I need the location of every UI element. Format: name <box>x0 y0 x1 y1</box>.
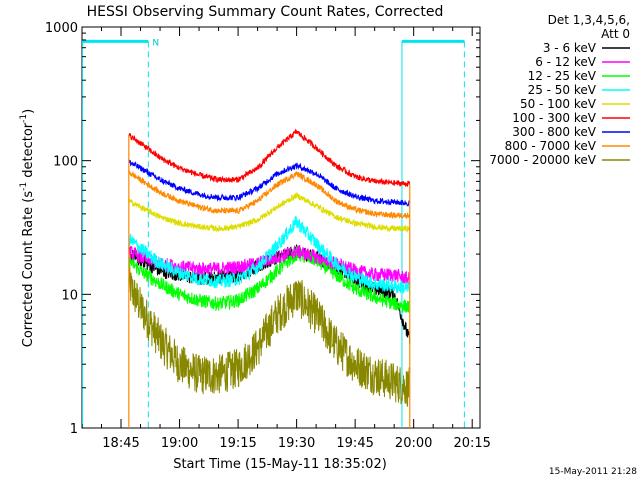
x-tick-label: 20:15 <box>453 436 490 451</box>
legend-header-line-1: Det 1,3,4,5,6, <box>548 13 630 27</box>
series-line <box>128 169 411 220</box>
x-tick-label: 19:45 <box>336 436 373 451</box>
x-axis-ticks: 18:45 19:00 19:15 19:30 19:45 20:00 20:15 <box>81 27 491 451</box>
x-tick-label: 20:00 <box>395 436 432 451</box>
x-tick-label: 19:15 <box>219 436 256 451</box>
legend-item-label: 6 - 12 keV <box>535 55 597 69</box>
legend-item-label: 3 - 6 keV <box>543 41 597 55</box>
x-tick-label: 18:45 <box>102 436 139 451</box>
y-axis-label: Corrected Count Rate (s-1 detector-1) <box>19 109 36 347</box>
legend-item-label: 25 - 50 keV <box>528 83 597 97</box>
legend-item-label: 7000 - 20000 keV <box>489 153 596 167</box>
legend-header-line-2: Att 0 <box>601 27 630 41</box>
series-line <box>128 159 411 207</box>
legend-item-label: 300 - 800 keV <box>512 125 596 139</box>
series-line <box>128 265 411 407</box>
footer-timestamp: 15-May-2011 21:28 <box>549 467 637 477</box>
legend-item-label: 12 - 25 keV <box>528 69 597 83</box>
series-line <box>128 245 411 313</box>
series-line <box>128 192 411 234</box>
plot-frame <box>81 26 481 429</box>
y-tick-label: 100 <box>53 155 78 170</box>
y-axis-ticks: 1 10 100 1000 <box>45 21 480 437</box>
series-layer <box>128 128 411 428</box>
chart-title: HESSI Observing Summary Count Rates, Cor… <box>87 4 444 20</box>
legend-item-label: 100 - 300 keV <box>512 111 596 125</box>
legend-item-label: 800 - 7000 keV <box>505 139 597 153</box>
y-tick-label: 1000 <box>45 21 78 36</box>
x-tick-label: 19:30 <box>278 436 315 451</box>
night-markers: N <box>82 38 465 428</box>
legend-item-label: 50 - 100 keV <box>520 97 597 111</box>
x-axis-label: Start Time (15-May-11 18:35:02) <box>173 457 387 472</box>
y-tick-label: 10 <box>61 288 78 303</box>
series-line <box>128 128 411 188</box>
x-tick-label: 19:00 <box>161 436 198 451</box>
night-marker-label: N <box>152 38 159 48</box>
y-tick-label: 1 <box>70 422 78 437</box>
series-line <box>128 216 411 295</box>
